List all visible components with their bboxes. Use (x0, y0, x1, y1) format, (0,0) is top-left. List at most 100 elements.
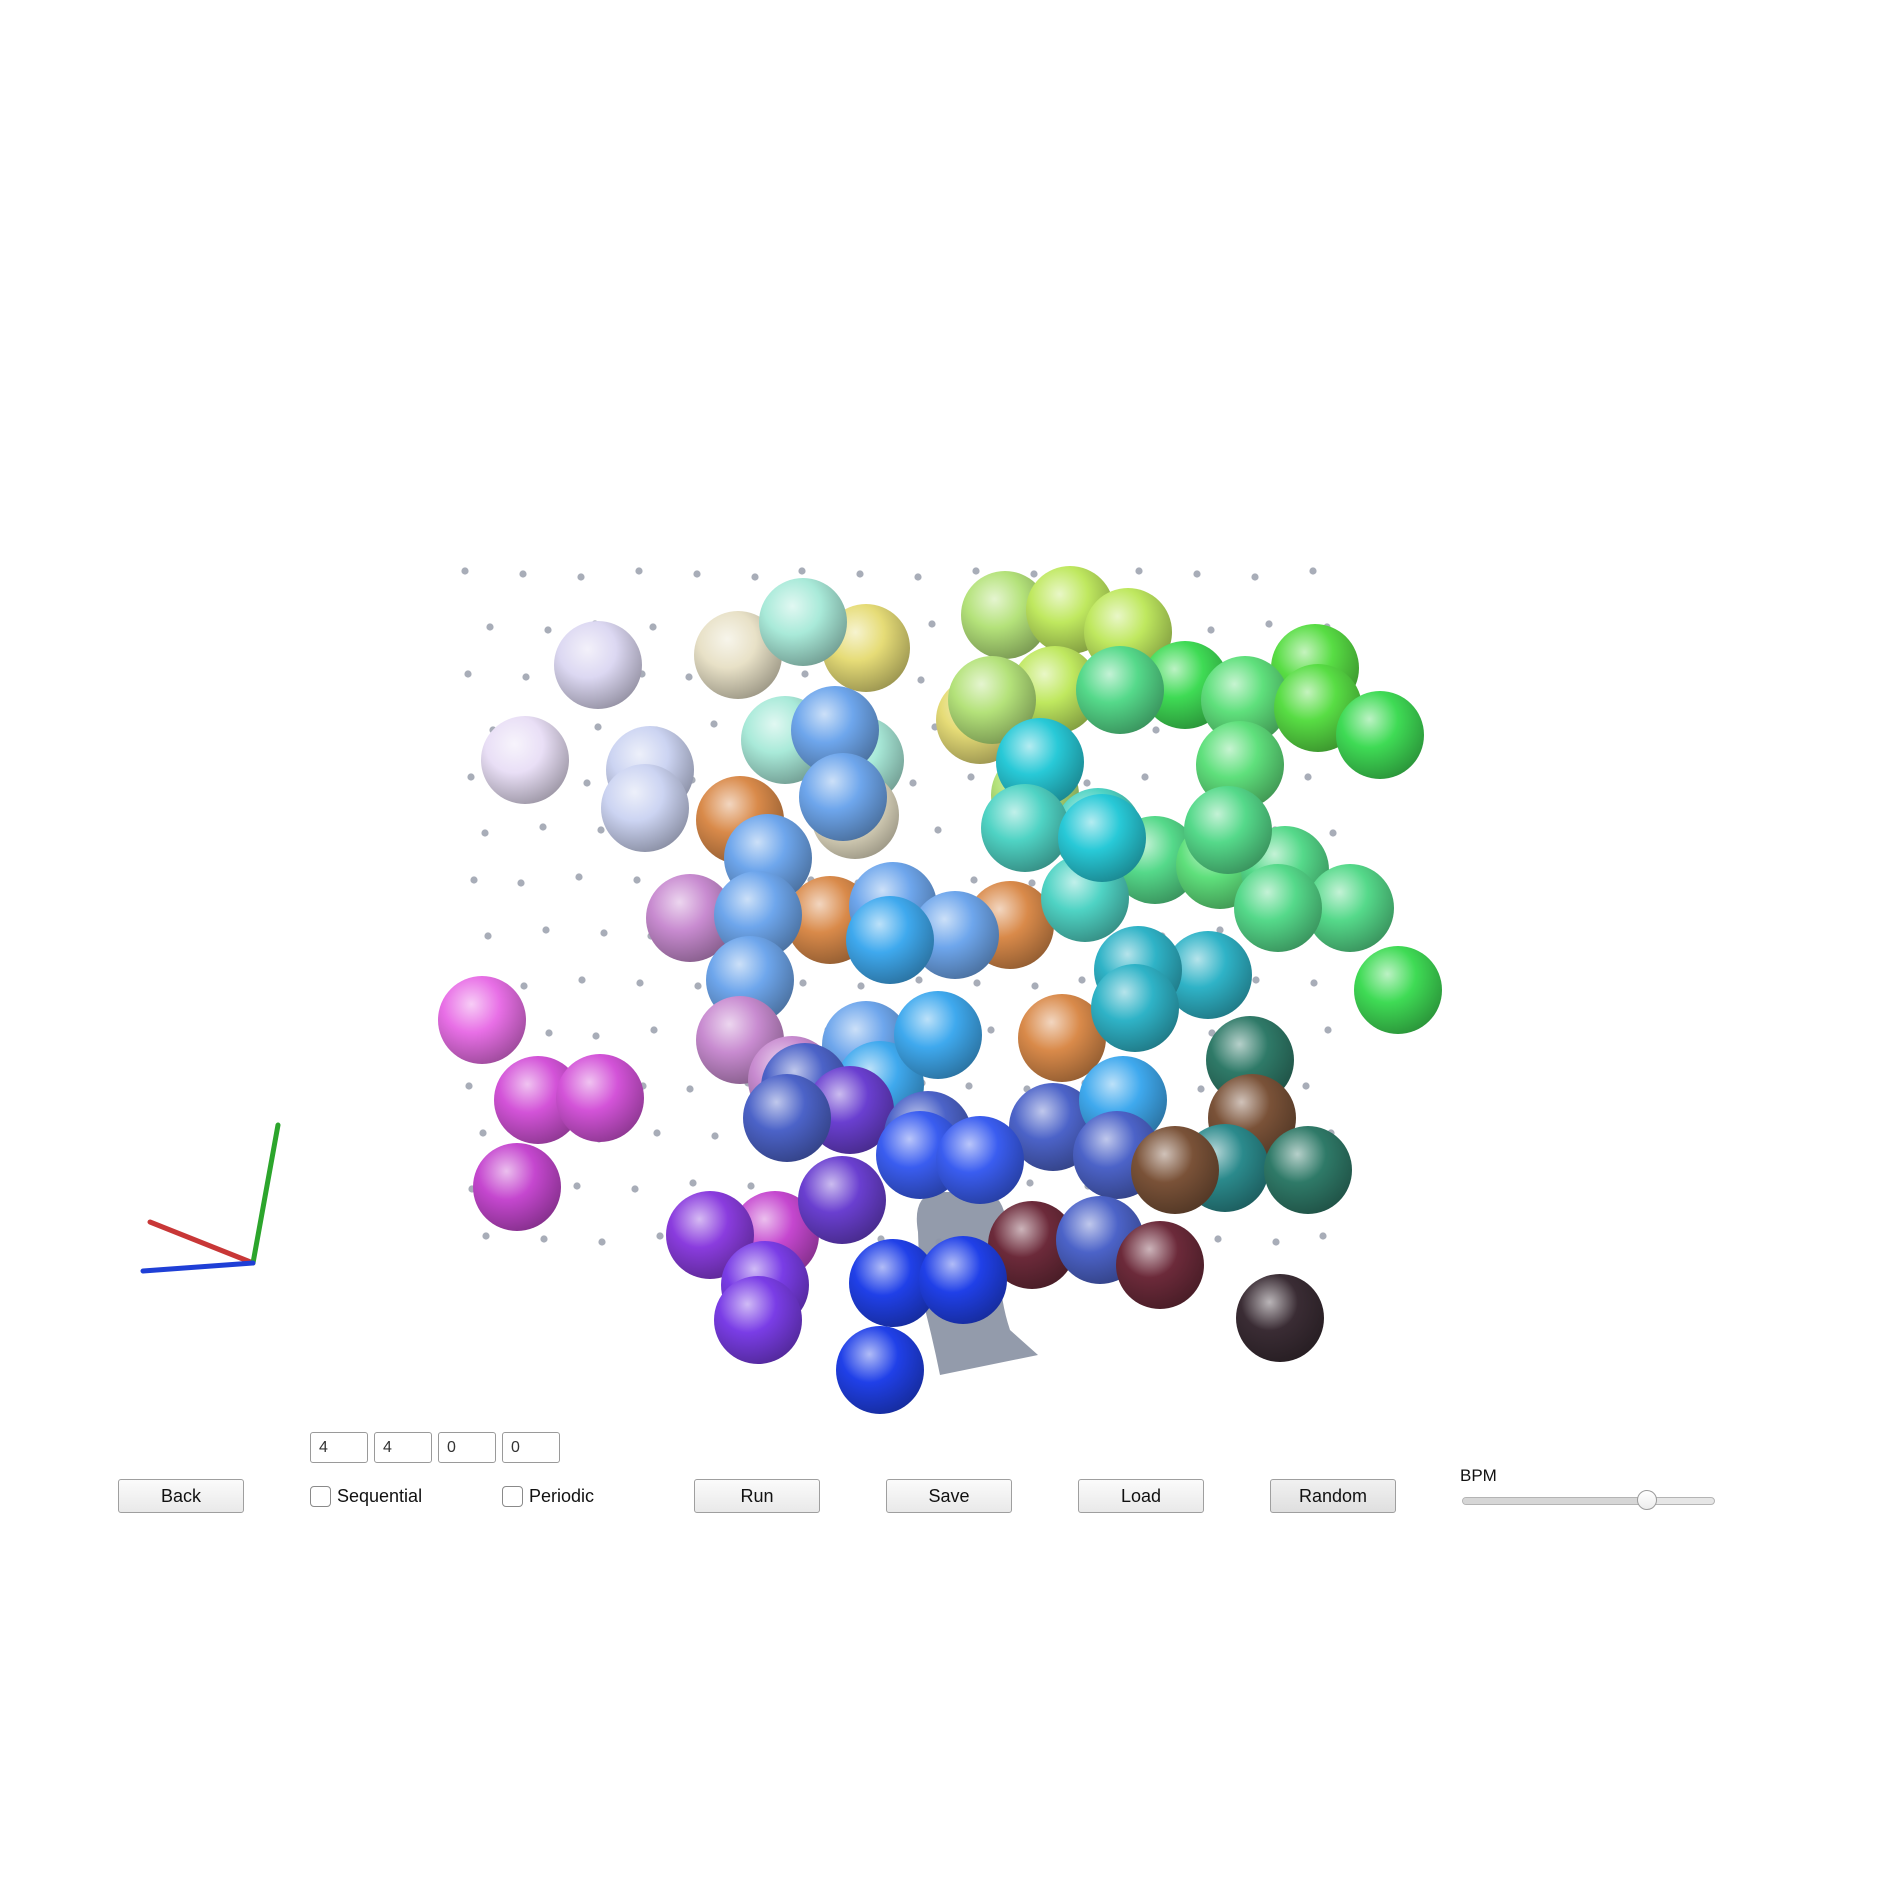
orientation-axes (140, 1122, 281, 1274)
sphere (556, 1054, 644, 1142)
sphere (473, 1143, 561, 1231)
sphere (1058, 794, 1146, 882)
lattice-point (539, 823, 547, 831)
lattice-point (544, 626, 552, 634)
bpm-slider[interactable] (1462, 1490, 1715, 1512)
lattice-point (689, 1179, 697, 1187)
lattice-point (686, 1085, 694, 1093)
lattice-point (594, 723, 602, 731)
sphere (1234, 864, 1322, 952)
sphere (646, 874, 734, 962)
save-button[interactable]: Save (886, 1479, 1012, 1513)
lattice-point (484, 932, 492, 940)
lattice-point (1251, 573, 1259, 581)
sequence-input-3[interactable] (438, 1432, 496, 1463)
lattice-point (540, 1235, 548, 1243)
run-button-label: Run (740, 1485, 774, 1506)
sphere (1236, 1274, 1324, 1362)
lattice-point (973, 979, 981, 987)
lattice-point (1028, 879, 1036, 887)
lattice-point (798, 567, 806, 575)
run-button[interactable]: Run (694, 1479, 820, 1513)
lattice-point (1304, 773, 1312, 781)
lattice-point (909, 779, 917, 787)
sequence-input-2[interactable] (374, 1432, 432, 1463)
load-button-label: Load (1120, 1485, 1162, 1506)
bpm-slider-thumb[interactable] (1636, 1490, 1657, 1510)
lattice-point (934, 826, 942, 834)
lattice-point (1197, 1085, 1205, 1093)
sphere (759, 578, 847, 666)
periodic-option[interactable]: Periodic (502, 1486, 594, 1507)
periodic-checkbox[interactable] (502, 1486, 523, 1507)
random-button[interactable]: Random (1270, 1479, 1396, 1513)
sphere (799, 753, 887, 841)
sphere (836, 1326, 924, 1414)
lattice-point (649, 623, 657, 631)
axis-x (147, 1219, 256, 1266)
lattice-point (545, 1029, 553, 1037)
lattice-point (965, 1082, 973, 1090)
lattice-point (856, 570, 864, 578)
lattice-point (464, 670, 472, 678)
lattice-point (1329, 829, 1337, 837)
sphere (601, 764, 689, 852)
sphere (1196, 721, 1284, 809)
save-button-label: Save (928, 1485, 970, 1506)
lattice-point (1031, 982, 1039, 990)
lattice-point (1324, 1026, 1332, 1034)
lattice-point (987, 1026, 995, 1034)
lattice-point (914, 573, 922, 581)
lattice-point (1310, 979, 1318, 987)
sphere (714, 1276, 802, 1364)
lattice-point (650, 1026, 658, 1034)
lattice-point (1141, 773, 1149, 781)
sphere (961, 571, 1049, 659)
lattice-point (1135, 567, 1143, 575)
lattice-point (479, 1129, 487, 1137)
lattice-point (915, 976, 923, 984)
load-button[interactable]: Load (1078, 1479, 1204, 1513)
lattice-point (461, 567, 469, 575)
sphere (1091, 964, 1179, 1052)
sphere (1354, 946, 1442, 1034)
sphere (1076, 646, 1164, 734)
sequential-checkbox[interactable] (310, 1486, 331, 1507)
lattice-point (1265, 620, 1273, 628)
sphere (919, 1236, 1007, 1324)
back-button[interactable]: Back (118, 1479, 244, 1513)
sphere (438, 976, 526, 1064)
sphere (798, 1156, 886, 1244)
sequential-option[interactable]: Sequential (310, 1486, 422, 1507)
sphere-cloud (438, 566, 1442, 1414)
lattice-point (747, 1182, 755, 1190)
lattice-point (710, 720, 718, 728)
lattice-point (467, 773, 475, 781)
sphere (743, 1074, 831, 1162)
lattice-point (1207, 626, 1215, 634)
lattice-point (517, 879, 525, 887)
random-button-label: Random (1298, 1485, 1368, 1506)
lattice-point (1208, 1029, 1216, 1037)
lattice-point (520, 982, 528, 990)
lattice-point (583, 779, 591, 787)
lattice-point (685, 673, 693, 681)
lattice-point (1078, 976, 1086, 984)
lattice-point (1309, 567, 1317, 575)
lattice-point (631, 1185, 639, 1193)
lattice-point (1193, 570, 1201, 578)
sphere (554, 621, 642, 709)
sphere (1018, 994, 1106, 1082)
sphere (494, 1056, 582, 1144)
sequence-input-1[interactable] (310, 1432, 368, 1463)
lattice-point (1214, 1235, 1222, 1243)
lattice-point (1302, 1082, 1310, 1090)
sequence-input-4[interactable] (502, 1432, 560, 1463)
lattice-point (633, 876, 641, 884)
lattice-point (519, 570, 527, 578)
sphere (694, 611, 782, 699)
lattice-point (592, 1032, 600, 1040)
sphere (714, 871, 802, 959)
